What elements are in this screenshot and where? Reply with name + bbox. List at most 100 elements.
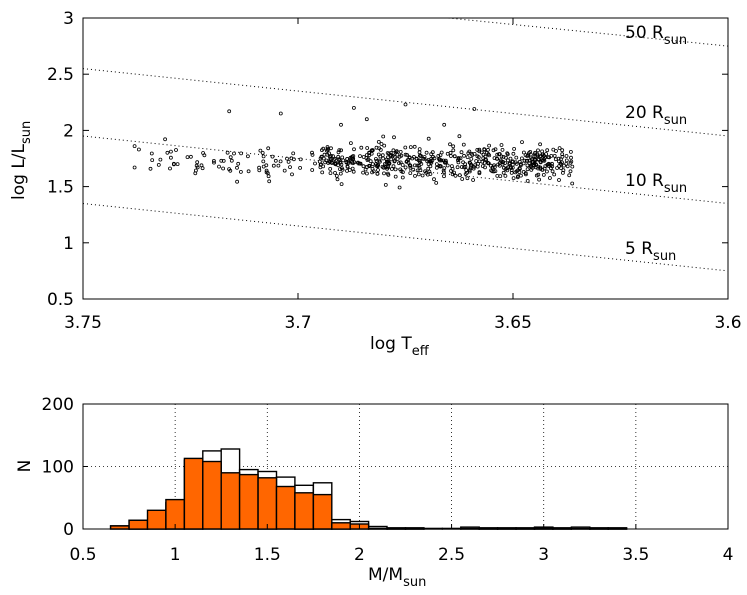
scatter-point — [471, 178, 476, 182]
scatter-point — [408, 163, 412, 168]
scatter-point — [310, 152, 315, 157]
scatter-point — [408, 145, 413, 150]
scatter-point — [505, 151, 510, 156]
scatter-point — [348, 141, 353, 146]
scatter-point — [449, 168, 453, 173]
scatter-point — [261, 154, 266, 159]
scatter-point — [491, 169, 496, 174]
histogram-x-tick-label: 4 — [723, 545, 734, 565]
scatter-point — [387, 151, 391, 156]
scatter-point — [282, 168, 287, 173]
scatter-point — [487, 143, 492, 148]
scatter-point — [495, 173, 500, 178]
scatter-point — [357, 161, 362, 166]
scatter-point — [324, 148, 329, 153]
scatter-point — [438, 164, 443, 169]
radius-label-10-main: 10 R — [625, 171, 664, 191]
scatter-point — [212, 160, 216, 165]
scatter-point — [459, 165, 464, 169]
scatter-point — [400, 170, 405, 175]
scatter-point — [467, 169, 472, 174]
hr-y-tick-label: 2 — [63, 121, 74, 141]
scatter-point — [434, 180, 439, 185]
scatter-point — [420, 173, 425, 178]
scatter-point — [463, 162, 468, 167]
hr-y-tick-label: 2.5 — [47, 65, 74, 85]
scatter-point — [505, 168, 510, 173]
scatter-point — [385, 171, 390, 176]
scatter-point — [195, 165, 200, 170]
scatter-point — [310, 168, 315, 172]
scatter-point — [558, 161, 563, 166]
histogram-bar-subset — [257, 477, 278, 530]
scatter-point — [339, 148, 344, 153]
scatter-point — [329, 153, 333, 158]
scatter-point — [371, 169, 376, 174]
scatter-point-outlier — [132, 144, 137, 149]
scatter-point — [427, 169, 432, 174]
scatter-point — [229, 158, 234, 163]
scatter-point — [477, 147, 482, 152]
scatter-point — [337, 148, 342, 153]
hr-y-tick-label: 1.5 — [47, 178, 74, 198]
scatter-point — [270, 154, 275, 159]
scatter-point — [228, 168, 233, 173]
scatter-points — [132, 102, 575, 190]
scatter-point — [380, 164, 385, 169]
scatter-point — [520, 156, 524, 161]
histogram-x-tick-label: 2.5 — [438, 545, 465, 565]
histogram-x-tick-label: 0.5 — [69, 545, 96, 565]
histogram-bar-subset — [146, 509, 167, 530]
scatter-point — [376, 168, 380, 172]
scatter-point — [350, 166, 355, 171]
scatter-point — [266, 174, 271, 179]
scatter-point — [325, 146, 330, 151]
scatter-point — [486, 161, 491, 166]
scatter-point — [458, 156, 463, 161]
scatter-point — [475, 147, 480, 152]
scatter-point — [264, 170, 269, 175]
radius-label-5: 5 Rsun — [625, 239, 676, 264]
histogram-bar-subset — [183, 457, 204, 530]
scatter-point — [468, 165, 473, 170]
scatter-point-outlier — [278, 111, 283, 116]
scatter-point — [225, 150, 230, 155]
scatter-point — [405, 153, 410, 157]
scatter-point — [329, 146, 333, 151]
scatter-point — [424, 170, 429, 175]
scatter-point — [457, 173, 462, 178]
scatter-point — [538, 166, 543, 171]
histogram-x-tick-label: 3.5 — [622, 545, 649, 565]
scatter-point — [490, 165, 495, 170]
scatter-point — [471, 166, 476, 171]
scatter-point — [168, 149, 173, 154]
scatter-point — [457, 134, 462, 139]
scatter-point — [291, 157, 296, 162]
radius-label-5-sub: sun — [653, 249, 676, 264]
scatter-point — [393, 167, 398, 172]
scatter-point — [491, 148, 496, 153]
hr-x-axis-label-main: log T — [370, 334, 412, 354]
scatter-point — [373, 157, 378, 161]
scatter-point — [552, 172, 557, 177]
scatter-point-outlier — [403, 102, 408, 107]
scatter-point — [400, 175, 405, 180]
scatter-point — [497, 152, 502, 156]
scatter-point-outlier — [442, 122, 447, 127]
scatter-point — [221, 166, 226, 171]
histogram-x-tick-label: 1.5 — [254, 545, 281, 565]
scatter-point — [185, 155, 190, 160]
scatter-point — [398, 167, 403, 172]
scatter-point — [363, 167, 368, 172]
hr-y-tick-label: 0.5 — [47, 290, 74, 310]
scatter-point — [199, 163, 204, 168]
radius-label-50-main: 50 R — [625, 23, 664, 43]
scatter-point — [439, 150, 444, 155]
scatter-point — [411, 167, 416, 172]
histogram-x-tick-label: 3 — [538, 545, 549, 565]
scatter-point — [428, 164, 433, 169]
scatter-point — [395, 157, 400, 161]
scatter-point — [400, 163, 405, 167]
scatter-point — [465, 176, 470, 181]
scatter-point — [465, 155, 470, 160]
